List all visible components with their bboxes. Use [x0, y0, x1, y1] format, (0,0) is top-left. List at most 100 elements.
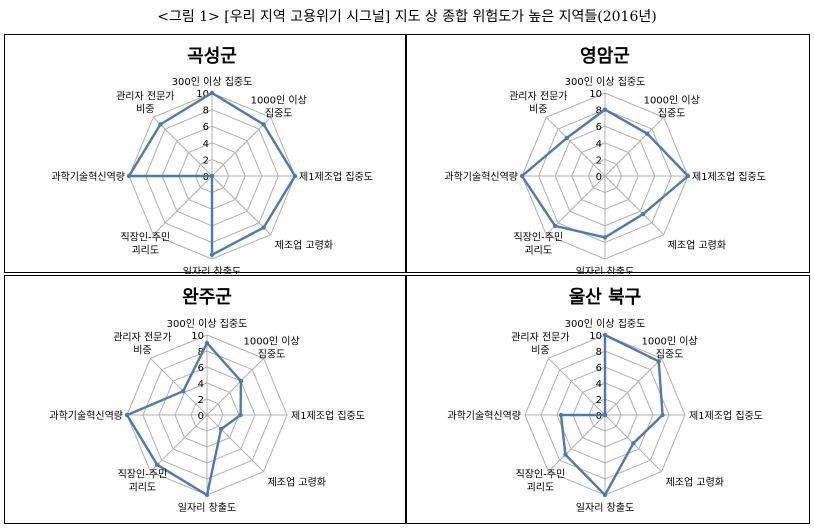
data-point [564, 135, 570, 141]
axis-label: 제1제조업 집중도 [689, 409, 763, 422]
axis-label: 300인 이상 집중도 [167, 318, 248, 330]
tick-label: 2 [198, 395, 204, 406]
axis-label: 과학기술혁신역량 [51, 171, 125, 183]
axis-label: 일자리 창출도 [178, 502, 236, 514]
tick-label: 8 [198, 347, 204, 358]
axis-spoke [206, 358, 264, 416]
tick-label: 4 [596, 139, 602, 150]
chart-panel-yeongam: 영암군 0 2 4 6 8 10 300인 이상 집중도 1000인 이상 집중도 제1제조업 집중… [406, 34, 810, 274]
tick-label: 6 [596, 363, 602, 374]
tick-label: 6 [596, 122, 602, 133]
axis-label: 제조업 고령화 [666, 476, 724, 489]
data-point [209, 252, 215, 257]
axis-spoke [150, 414, 208, 472]
axis-spoke [211, 116, 272, 177]
axis-label: 제1제조업 집중도 [291, 409, 365, 422]
data-point [660, 412, 665, 418]
chart-title: 완주군 [182, 287, 232, 308]
data-point [126, 173, 132, 179]
axis-label: 300인 이상 집중도 [565, 318, 646, 330]
axis-spoke [211, 175, 272, 236]
axis-label: 직장인-주민 괴리도 [516, 469, 566, 494]
axis-label: 제조업 고령화 [275, 239, 333, 252]
data-point [563, 452, 568, 457]
figure-title: <그림 1> [우리 지역 고용위기 시그널] 지도 상 종합 위험도가 높은 … [157, 9, 657, 25]
axis-label: 1000인 이상 집중도 [243, 335, 299, 360]
data-point [238, 378, 244, 384]
data-point [602, 332, 608, 338]
axis-spoke [604, 175, 665, 236]
axis-label: 일자리 창출도 [183, 266, 241, 274]
data-point [602, 235, 608, 240]
axis-spoke [548, 358, 606, 416]
axis-spoke [548, 414, 606, 472]
data-point [238, 412, 243, 418]
axis-label: 직장인-주민 괴리도 [118, 469, 168, 494]
axis-spoke [545, 116, 606, 177]
tick-label: 10 [589, 89, 602, 100]
axis-label: 제1제조업 집중도 [692, 170, 766, 183]
data-point [292, 173, 298, 179]
data-point [602, 107, 608, 112]
data-point [218, 426, 224, 432]
tick-label: 0 [203, 172, 209, 183]
data-point [685, 173, 691, 179]
axis-spoke [604, 358, 662, 416]
data-point [181, 389, 186, 394]
axis-label: 300인 이상 집중도 [172, 76, 253, 88]
data-point [209, 173, 215, 179]
data-point [261, 225, 266, 230]
tick-label: 8 [596, 106, 602, 117]
tick-label: 0 [596, 172, 602, 183]
data-point [631, 441, 636, 446]
axis-spoke [152, 116, 213, 177]
data-point [602, 412, 608, 418]
data-point [602, 492, 608, 498]
data-point [640, 211, 646, 217]
axis-label: 제조업 고령화 [268, 476, 326, 489]
chart-title: 영암군 [580, 46, 630, 67]
chart-title: 곡성군 [187, 46, 237, 67]
data-point [124, 412, 130, 418]
tick-label: 6 [203, 122, 209, 133]
axis-label: 과학기술혁신역량 [444, 171, 518, 183]
axis-label: 제조업 고령화 [668, 239, 726, 252]
data-point [656, 359, 661, 364]
tick-label: 10 [589, 331, 602, 342]
axis-label: 직장인-주민 괴리도 [120, 232, 170, 257]
axis-spoke [206, 414, 264, 472]
axis-label: 과학기술혁신역량 [447, 410, 521, 422]
axis-label: 일자리 창출도 [576, 266, 634, 274]
tick-label: 8 [203, 106, 209, 117]
data-point [261, 122, 266, 127]
tick-label: 10 [191, 331, 204, 342]
tick-label: 6 [198, 363, 204, 374]
tick-label: 4 [198, 379, 204, 390]
axis-spoke [150, 358, 208, 416]
axis-label: 관리자 전문가 비중 [511, 331, 569, 356]
axis-spoke [604, 116, 665, 177]
data-point [204, 492, 210, 498]
chart-panel-gokseong: 곡성군 0 2 4 6 8 10 300인 이상 집중도 1000인 이상 집중도 제1제조업 집중… [4, 34, 406, 274]
axis-label: 관리자 전문가 비중 [509, 90, 567, 115]
axis-label: 제1제조업 집중도 [299, 170, 373, 183]
data-point [645, 131, 650, 136]
axis-label: 과학기술혁신역량 [49, 410, 123, 422]
chart-title: 울산 북구 [569, 287, 642, 308]
chart-panel-ulsan-bukgu: 울산 북구 0 2 4 6 8 10 300인 이상 집중도 1000인 이상 집중도 제1제조업 … [406, 275, 810, 524]
axis-label: 직장인-주민 괴리도 [513, 232, 563, 257]
tick-label: 10 [196, 89, 209, 100]
axis-label: 1000인 이상 집중도 [641, 335, 697, 360]
data-point [204, 340, 210, 346]
axis-spoke [152, 175, 213, 236]
tick-label: 2 [596, 155, 602, 166]
tick-label: 2 [596, 395, 602, 406]
tick-label: 2 [203, 155, 209, 166]
axis-label: 1000인 이상 집중도 [644, 94, 700, 119]
tick-label: 0 [198, 411, 204, 422]
axis-label: 관리자 전문가 비중 [113, 331, 171, 356]
